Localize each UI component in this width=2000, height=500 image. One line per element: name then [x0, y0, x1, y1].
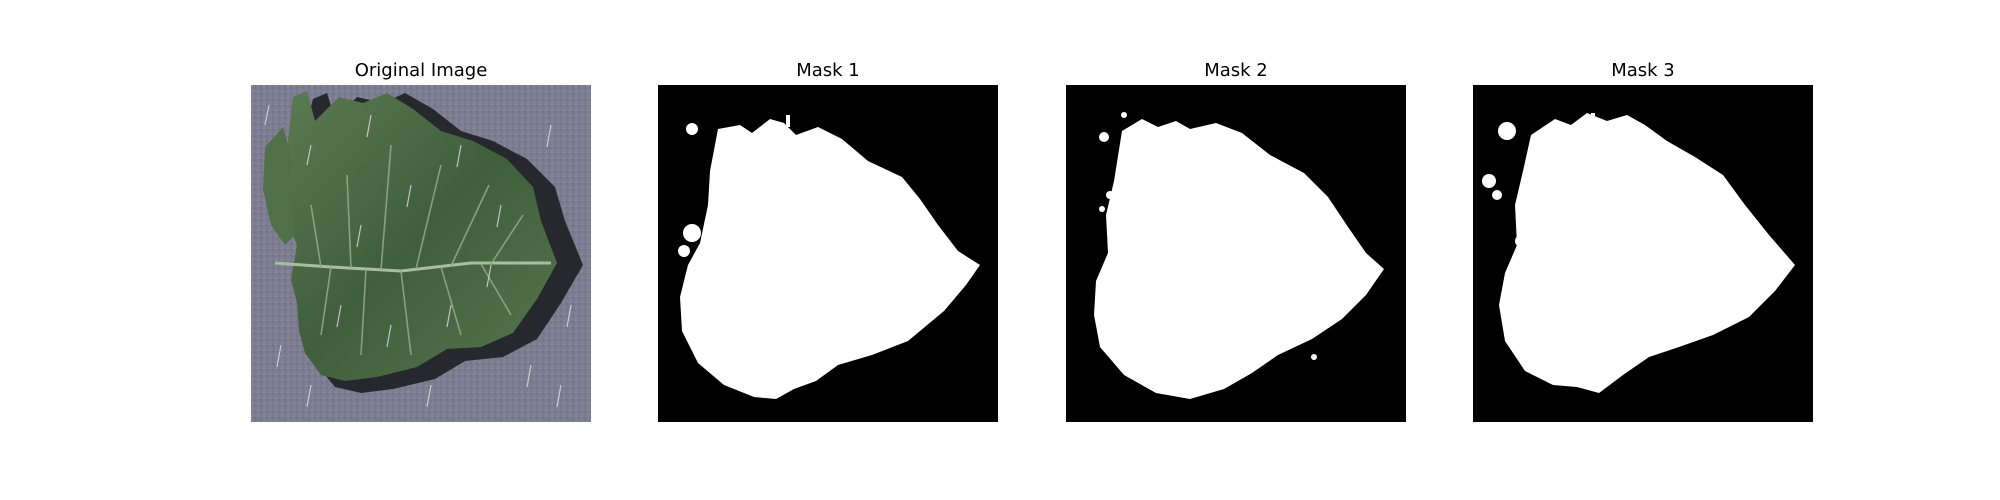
panel-title: Original Image	[354, 60, 488, 81]
panel-mask-1: Mask 1	[658, 60, 998, 422]
panel-title: Mask 1	[796, 60, 860, 81]
mask-3-image	[1473, 85, 1813, 422]
panel-title: Mask 2	[1204, 60, 1268, 81]
panel-title: Mask 3	[1611, 60, 1675, 81]
panel-mask-3: Mask 3	[1473, 60, 1813, 422]
mask-1-image	[658, 85, 998, 422]
panel-original-image: Original Image	[251, 60, 591, 422]
panel-mask-2: Mask 2	[1066, 60, 1406, 422]
mask-2-image	[1066, 85, 1406, 422]
original-leaf-photo	[251, 85, 591, 422]
